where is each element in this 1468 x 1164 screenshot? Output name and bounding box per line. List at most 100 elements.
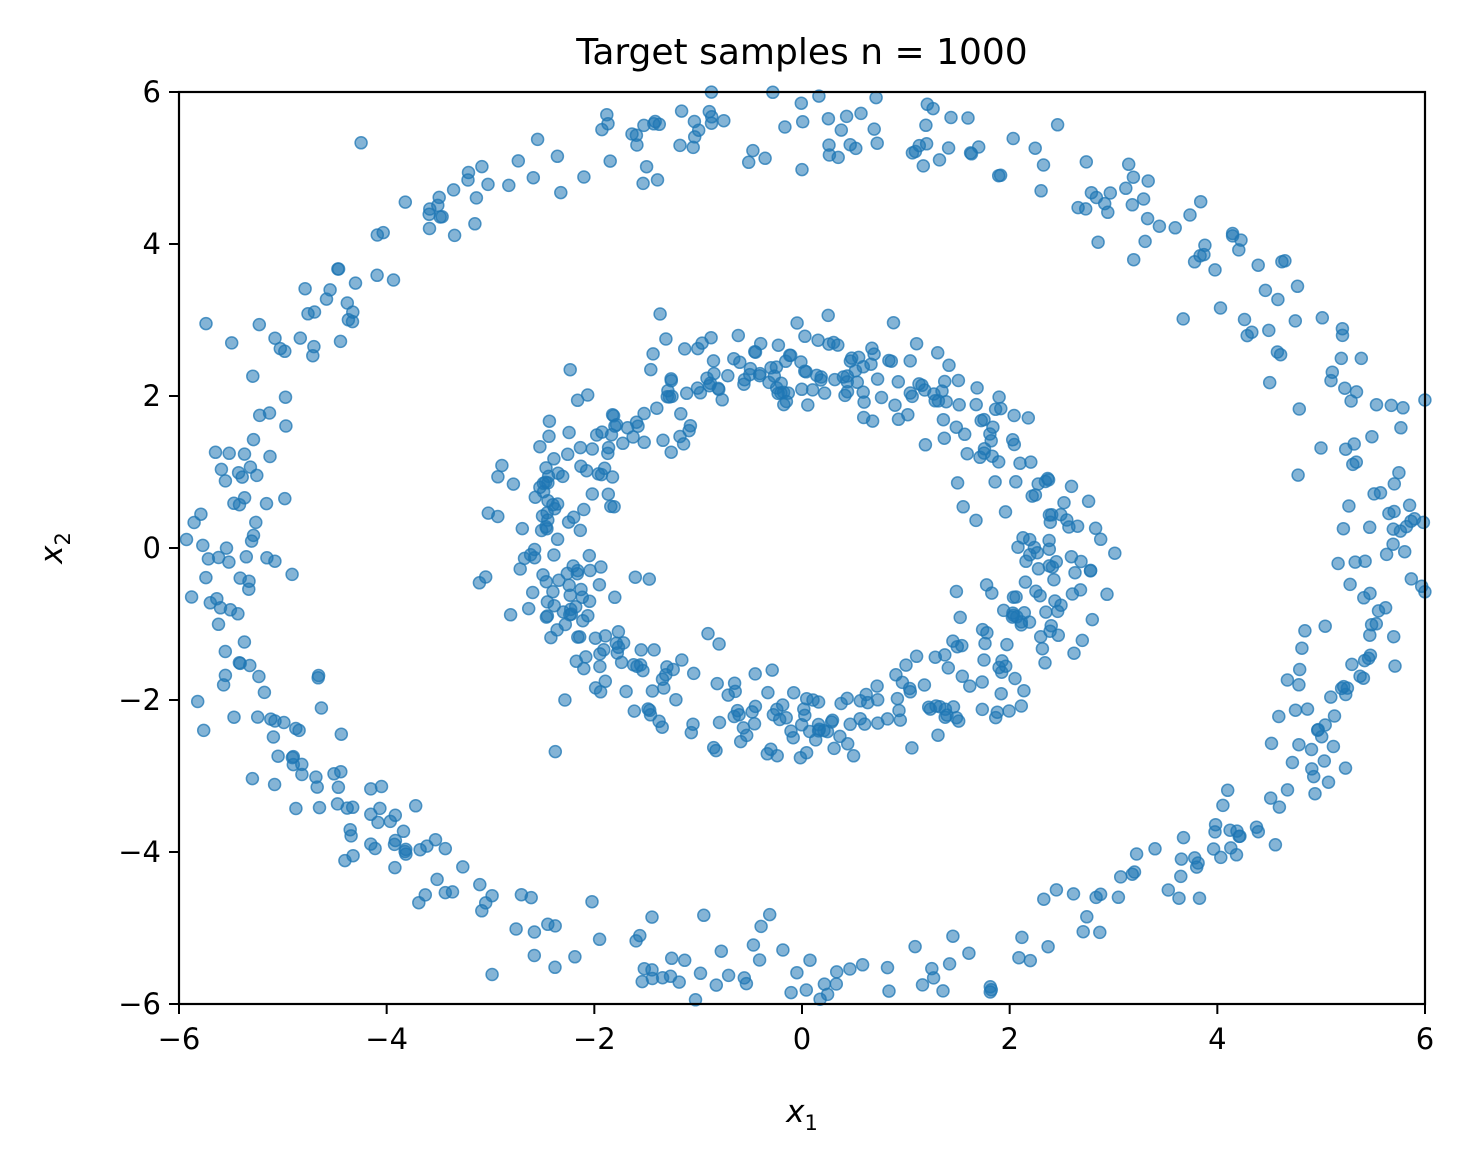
- scatter-point: [801, 398, 815, 412]
- scatter-point: [949, 420, 964, 434]
- scatter-point: [1141, 174, 1155, 188]
- scatter-point: [969, 513, 983, 528]
- scatter-point: [1213, 301, 1228, 315]
- scatter-point: [955, 638, 969, 653]
- scatter-point: [1036, 158, 1051, 172]
- scatter-point: [721, 968, 736, 983]
- scatter-point: [1050, 604, 1065, 619]
- scatter-point: [1125, 198, 1140, 212]
- scatter-point: [527, 550, 542, 565]
- scatter-point: [1062, 520, 1076, 534]
- scatter-point: [481, 506, 496, 520]
- scatter-point: [1083, 563, 1098, 578]
- scatter-point: [446, 183, 461, 197]
- scatter-point: [1358, 554, 1372, 568]
- x-tick-label: 2: [1000, 1022, 1018, 1056]
- scatter-point: [1067, 646, 1081, 660]
- scatter-point: [870, 372, 885, 386]
- scatter-point: [585, 442, 600, 456]
- scatter-point: [985, 586, 999, 600]
- scatter-point: [456, 860, 470, 874]
- scatter-point: [793, 750, 808, 765]
- scatter-point: [697, 908, 711, 923]
- scatter-point: [435, 209, 449, 224]
- scatter-point: [1044, 618, 1058, 633]
- scatter-point: [1049, 883, 1064, 897]
- scatter-point: [598, 674, 613, 689]
- scatter-point: [412, 895, 426, 910]
- scatter-point: [511, 154, 526, 168]
- scatter-point: [843, 962, 857, 976]
- scatter-point: [388, 860, 402, 875]
- scatter-point: [684, 725, 699, 740]
- scatter-point: [867, 122, 881, 136]
- scatter-point: [634, 643, 648, 657]
- scatter-point: [594, 560, 608, 574]
- scatter-point: [1326, 739, 1341, 754]
- scatter-point: [840, 691, 854, 706]
- scatter-point: [551, 466, 565, 480]
- scatter-point: [874, 390, 889, 405]
- scatter-point: [688, 993, 703, 1007]
- scatter-point: [1088, 521, 1103, 536]
- scatter-point: [1271, 292, 1285, 307]
- scatter-point: [556, 605, 571, 619]
- scatter-point: [899, 658, 913, 672]
- scatter-point: [515, 521, 530, 536]
- scatter-point: [540, 609, 555, 623]
- scatter-point: [731, 328, 746, 343]
- scatter-point: [1125, 867, 1140, 881]
- scatter-point: [669, 692, 683, 707]
- scatter-point: [1270, 345, 1285, 359]
- scatter-point: [1379, 547, 1394, 562]
- scatter-point: [1025, 489, 1039, 503]
- scatter-point: [547, 452, 561, 466]
- scatter-point: [771, 338, 786, 352]
- scatter-point: [445, 885, 460, 899]
- scatter-point: [1103, 186, 1118, 200]
- scatter-point: [541, 917, 555, 932]
- scatter-point: [616, 436, 630, 451]
- scatter-point: [331, 780, 346, 795]
- scatter-point: [364, 782, 378, 796]
- scatter-point: [727, 676, 742, 690]
- scatter-point: [263, 449, 277, 464]
- scatter-point: [1387, 504, 1401, 519]
- scatter-point: [573, 523, 588, 538]
- scatter-point: [1349, 385, 1364, 399]
- scatter-point: [218, 474, 233, 488]
- scatter-point: [1335, 321, 1350, 336]
- scatter-point: [659, 332, 673, 346]
- scatter-point: [550, 497, 565, 511]
- scatter-point: [985, 449, 999, 463]
- scatter-point: [1416, 515, 1431, 530]
- scatter-point: [396, 824, 411, 839]
- scatter-point: [509, 922, 523, 936]
- scatter-point: [227, 710, 241, 724]
- scatter-point: [346, 848, 360, 863]
- scatter-point: [903, 685, 918, 699]
- scatter-point: [629, 415, 644, 429]
- scatter-point: [219, 541, 234, 555]
- scatter-point: [880, 960, 895, 975]
- scatter-point: [1168, 221, 1182, 235]
- scatter-point: [909, 336, 924, 351]
- scatter-point: [1338, 761, 1353, 775]
- scatter-point: [1008, 671, 1022, 686]
- scatter-point: [1386, 537, 1400, 551]
- scatter-point: [1119, 181, 1133, 196]
- scatter-point: [779, 711, 793, 725]
- scatter-point: [1387, 477, 1402, 491]
- scatter-point: [1404, 572, 1419, 586]
- scatter-point: [239, 550, 254, 564]
- scatter-point: [243, 460, 258, 474]
- x-tick-label: −6: [158, 1022, 201, 1056]
- y-tick-label: 6: [143, 75, 161, 109]
- scatter-point: [408, 799, 423, 813]
- scatter-point: [1363, 628, 1377, 642]
- scatter-point: [227, 496, 241, 511]
- axis-ticks: −6 −4 −2 0 2 4 6 −6 −4 −2 0 2 4 6: [118, 75, 1434, 1056]
- scatter-point: [1305, 762, 1319, 776]
- scatter-point: [790, 316, 804, 330]
- scatter-point: [1080, 910, 1094, 924]
